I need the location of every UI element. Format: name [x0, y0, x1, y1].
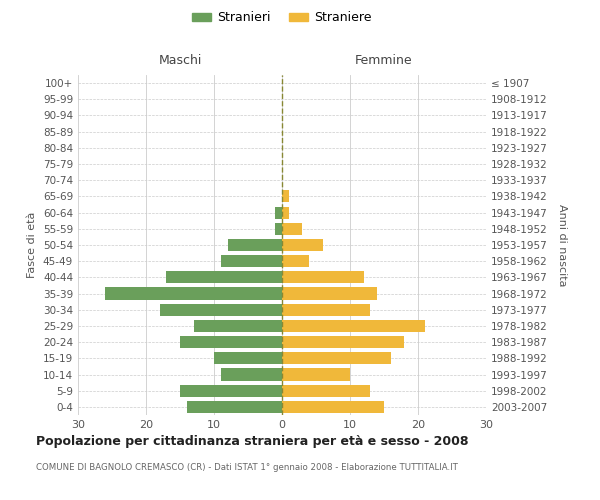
Bar	[275, 222, 282, 235]
Bar	[227, 239, 282, 251]
Bar	[221, 255, 282, 268]
Text: Femmine: Femmine	[355, 54, 413, 68]
Bar	[282, 222, 302, 235]
Text: COMUNE DI BAGNOLO CREMASCO (CR) - Dati ISTAT 1° gennaio 2008 - Elaborazione TUTT: COMUNE DI BAGNOLO CREMASCO (CR) - Dati I…	[36, 462, 458, 471]
Bar	[282, 272, 364, 283]
Bar	[282, 304, 370, 316]
Bar	[221, 368, 282, 380]
Bar	[282, 320, 425, 332]
Bar	[194, 320, 282, 332]
Bar	[187, 401, 282, 413]
Bar	[166, 272, 282, 283]
Bar	[105, 288, 282, 300]
Bar	[214, 352, 282, 364]
Text: Popolazione per cittadinanza straniera per età e sesso - 2008: Popolazione per cittadinanza straniera p…	[36, 435, 469, 448]
Text: Maschi: Maschi	[158, 54, 202, 68]
Bar	[180, 336, 282, 348]
Bar	[282, 190, 289, 202]
Bar	[282, 368, 350, 380]
Bar	[282, 336, 404, 348]
Bar	[180, 384, 282, 397]
Bar	[275, 206, 282, 218]
Bar	[160, 304, 282, 316]
Bar	[282, 288, 377, 300]
Y-axis label: Anni di nascita: Anni di nascita	[557, 204, 567, 286]
Bar	[282, 384, 370, 397]
Bar	[282, 255, 309, 268]
Bar	[282, 401, 384, 413]
Bar	[282, 239, 323, 251]
Y-axis label: Fasce di età: Fasce di età	[28, 212, 37, 278]
Legend: Stranieri, Straniere: Stranieri, Straniere	[187, 6, 377, 30]
Bar	[282, 206, 289, 218]
Bar	[282, 352, 391, 364]
